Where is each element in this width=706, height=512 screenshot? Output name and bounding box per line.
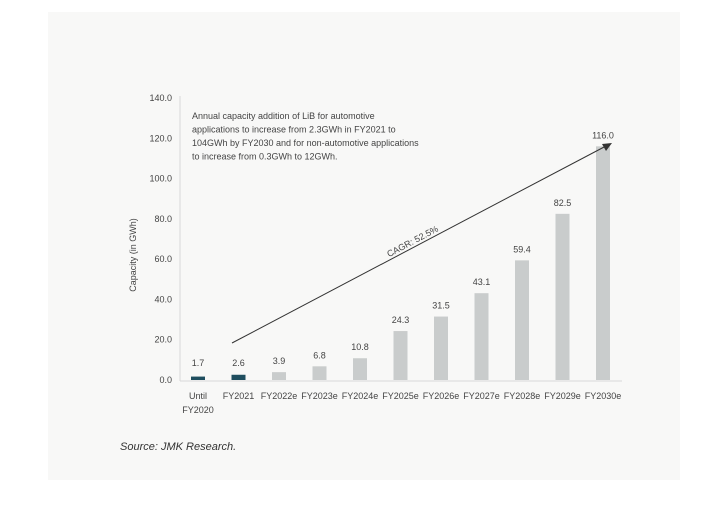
bar-value-label: 2.6	[232, 358, 245, 368]
bar	[474, 293, 489, 380]
x-tick-label: FY2023e	[301, 391, 338, 401]
annotation-text: Annual capacity addition of LiB for auto…	[192, 111, 419, 162]
bar	[555, 213, 570, 380]
annotation-line: 104GWh by FY2030 and for non-automotive …	[192, 138, 419, 148]
bar-value-label: 82.5	[554, 198, 572, 208]
bar	[515, 260, 529, 380]
y-tick-label: 0.0	[159, 375, 172, 385]
x-tick-label: FY2027e	[463, 391, 500, 401]
bar-value-label: 24.3	[392, 315, 410, 325]
bar-value-label: 10.8	[351, 342, 369, 352]
x-tick-label: FY2026e	[423, 391, 460, 401]
x-tick-label: FY2028e	[504, 391, 541, 401]
source-note: Source: JMK Research.	[120, 441, 236, 453]
bar-value-label: 6.8	[313, 350, 326, 360]
bar-value-label: 43.1	[473, 277, 491, 287]
annotation-line: applications to increase from 2.3GWh in …	[192, 125, 396, 135]
bar	[312, 366, 327, 380]
y-tick-label: 120.0	[149, 133, 172, 143]
y-tick-label: 40.0	[154, 294, 172, 304]
y-tick-label: 80.0	[154, 214, 172, 224]
bar	[272, 372, 286, 380]
y-tick-label: 20.0	[154, 335, 172, 345]
bar	[231, 374, 246, 380]
bar	[596, 146, 610, 380]
bar-value-label: 31.5	[432, 301, 450, 311]
y-tick-label: 60.0	[154, 254, 172, 264]
x-tick-label: FY2021	[223, 391, 255, 401]
y-tick-label: 140.0	[149, 93, 172, 103]
x-tick-label: Until FY2020	[182, 391, 214, 415]
x-tick-label: FY2025e	[382, 391, 419, 401]
x-tick-label: FY2022e	[261, 391, 298, 401]
x-tick-label: FY2024e	[342, 391, 379, 401]
x-tick-label: FY2029e	[544, 391, 581, 401]
bar-value-label: 59.4	[513, 244, 531, 254]
bar	[191, 376, 205, 380]
bar-value-label: 1.7	[192, 358, 205, 368]
y-tick-label: 100.0	[149, 174, 172, 184]
bar-value-label: 3.9	[273, 356, 286, 366]
arrow-head-icon	[602, 143, 612, 151]
bar-value-label: 116.0	[592, 130, 614, 140]
bar	[393, 331, 408, 380]
chart-card	[48, 12, 680, 480]
bar	[353, 358, 367, 380]
bar	[434, 316, 448, 380]
x-tick-label: FY2030e	[585, 391, 622, 401]
cagr-label: CAGR: 52.5%	[385, 224, 440, 259]
annotation-line: to increase from 0.3GWh to 12GWh.	[192, 152, 338, 162]
cagr-arrow	[231, 145, 607, 344]
annotation-line: Annual capacity addition of LiB for auto…	[192, 111, 375, 121]
y-axis-label: Capacity (in GWh)	[128, 218, 138, 292]
